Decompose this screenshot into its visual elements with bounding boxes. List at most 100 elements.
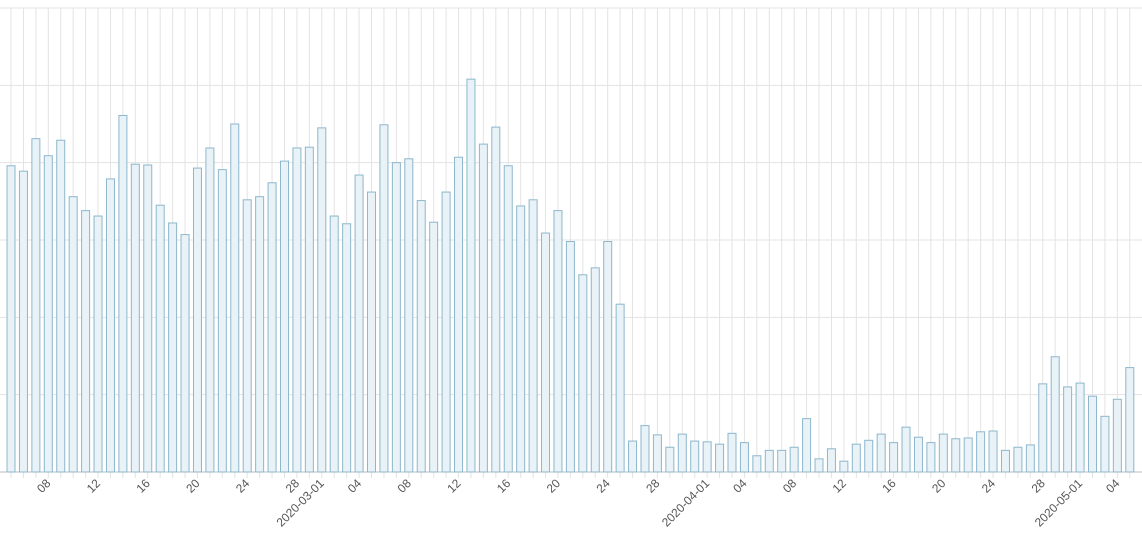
bar — [367, 191, 377, 473]
bar — [628, 440, 638, 473]
bar — [118, 114, 128, 473]
bar — [739, 442, 749, 473]
bar — [839, 460, 849, 473]
x-tick-label: 28 — [643, 476, 663, 496]
bar — [578, 274, 588, 473]
bar — [565, 241, 575, 473]
bar — [317, 127, 327, 473]
x-tick-label: 08 — [780, 476, 800, 496]
bar — [1000, 449, 1010, 473]
x-tick-label: 08 — [34, 476, 54, 496]
bar — [279, 160, 289, 473]
bar — [802, 418, 812, 473]
bar — [379, 124, 389, 473]
bar — [1050, 356, 1060, 473]
bar — [752, 455, 762, 473]
bar — [814, 458, 824, 473]
bar — [1125, 367, 1135, 473]
bar — [155, 204, 165, 473]
x-tick-label: 2020-03-01 — [274, 476, 328, 530]
bar — [242, 199, 252, 473]
bar — [1038, 383, 1048, 473]
bar — [304, 146, 314, 473]
bar — [1025, 444, 1035, 473]
bar — [130, 163, 140, 473]
bar — [1112, 398, 1122, 473]
bar — [590, 267, 600, 473]
bar — [951, 438, 961, 473]
bar — [702, 441, 712, 473]
bar — [43, 155, 53, 473]
bar — [31, 138, 41, 473]
bar — [826, 448, 836, 473]
bar — [441, 191, 451, 473]
x-tick-label: 2020-04-01 — [659, 476, 713, 530]
bar — [1063, 386, 1073, 473]
bar — [416, 200, 426, 473]
x-tick-label: 20 — [544, 476, 564, 496]
bar — [292, 147, 302, 473]
bar — [454, 156, 464, 473]
bar — [429, 221, 439, 473]
x-tick-label: 04 — [730, 476, 750, 496]
bar — [18, 170, 28, 473]
bar — [677, 433, 687, 473]
bar — [217, 169, 227, 473]
bar — [640, 425, 650, 473]
bar — [777, 449, 787, 473]
x-tick-label: 12 — [444, 476, 464, 496]
bar — [404, 158, 414, 473]
bar — [652, 434, 662, 473]
bar — [938, 433, 948, 473]
bar — [851, 443, 861, 473]
bar — [503, 165, 513, 473]
x-tick-label: 04 — [345, 476, 365, 496]
bar — [876, 433, 886, 473]
bar — [913, 436, 923, 473]
bar — [727, 432, 737, 473]
bar — [6, 165, 16, 473]
bar — [466, 78, 476, 473]
bar — [255, 196, 265, 473]
bar — [864, 439, 874, 473]
bar — [354, 174, 364, 473]
bar — [267, 182, 277, 473]
bar — [342, 223, 352, 473]
bar — [889, 442, 899, 473]
x-tick-label: 16 — [494, 476, 514, 496]
x-tick-label: 28 — [1029, 476, 1049, 496]
bar — [180, 234, 190, 473]
x-tick-label: 24 — [979, 476, 999, 496]
x-tick-label: 04 — [1103, 476, 1123, 496]
x-tick-label: 24 — [233, 476, 253, 496]
bar — [205, 147, 215, 473]
bar — [553, 210, 563, 473]
x-tick-label: 08 — [395, 476, 415, 496]
bar — [976, 431, 986, 473]
x-tick-label: 24 — [593, 476, 613, 496]
bar — [93, 215, 103, 473]
bar — [230, 123, 240, 473]
x-tick-label: 16 — [879, 476, 899, 496]
bar — [1100, 415, 1110, 473]
bar — [615, 303, 625, 473]
bar — [491, 126, 501, 473]
bar — [68, 196, 78, 473]
bar — [963, 437, 973, 473]
bar — [1013, 446, 1023, 473]
bar — [168, 222, 178, 473]
x-tick-label: 12 — [830, 476, 850, 496]
bar — [603, 241, 613, 473]
bar — [516, 205, 526, 473]
bar — [1075, 382, 1085, 473]
bar — [789, 446, 799, 473]
bar — [715, 443, 725, 473]
bar — [764, 449, 774, 473]
x-tick-label: 20 — [929, 476, 949, 496]
bar — [665, 446, 675, 473]
x-tick-label: 12 — [84, 476, 104, 496]
bar — [690, 440, 700, 473]
x-tick-label: 16 — [134, 476, 154, 496]
